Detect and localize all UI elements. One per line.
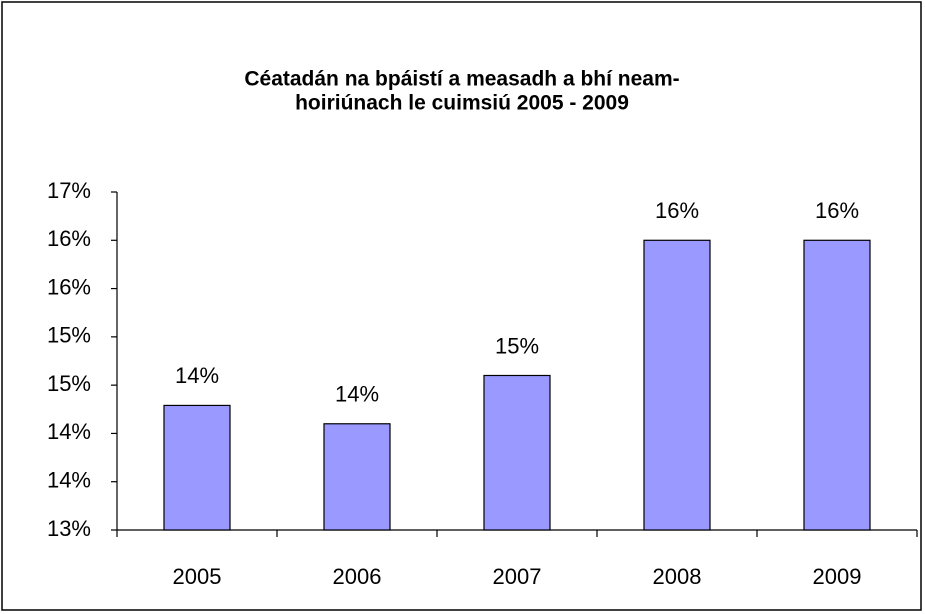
y-tick-label: 17% bbox=[47, 178, 91, 203]
bar bbox=[643, 239, 711, 531]
y-tick-label: 14% bbox=[47, 419, 91, 444]
x-tick-label: 2007 bbox=[493, 564, 542, 589]
y-tick-label: 16% bbox=[47, 226, 91, 251]
y-tick-label: 16% bbox=[47, 274, 91, 299]
data-label: 14% bbox=[335, 382, 379, 407]
x-tick-label: 2005 bbox=[173, 564, 222, 589]
data-label: 15% bbox=[495, 333, 539, 358]
data-label: 14% bbox=[175, 363, 219, 388]
y-tick-label: 15% bbox=[47, 323, 91, 348]
y-tick-label: 15% bbox=[47, 371, 91, 396]
bar bbox=[323, 423, 391, 531]
x-tick-label: 2009 bbox=[813, 564, 862, 589]
x-tick-label: 2006 bbox=[333, 564, 382, 589]
y-tick-label: 13% bbox=[47, 516, 91, 541]
x-tick-label: 2008 bbox=[653, 564, 702, 589]
chart-title: hoiriúnach le cuimsiú 2005 - 2009 bbox=[295, 92, 629, 115]
chart-title: Céatadán na bpáistí a measadh a bhí neam… bbox=[244, 68, 679, 91]
data-label: 16% bbox=[815, 198, 859, 223]
y-tick-label: 14% bbox=[47, 468, 91, 493]
bar bbox=[483, 374, 551, 531]
bar bbox=[803, 239, 871, 531]
data-label: 16% bbox=[655, 198, 699, 223]
bar bbox=[163, 404, 231, 531]
